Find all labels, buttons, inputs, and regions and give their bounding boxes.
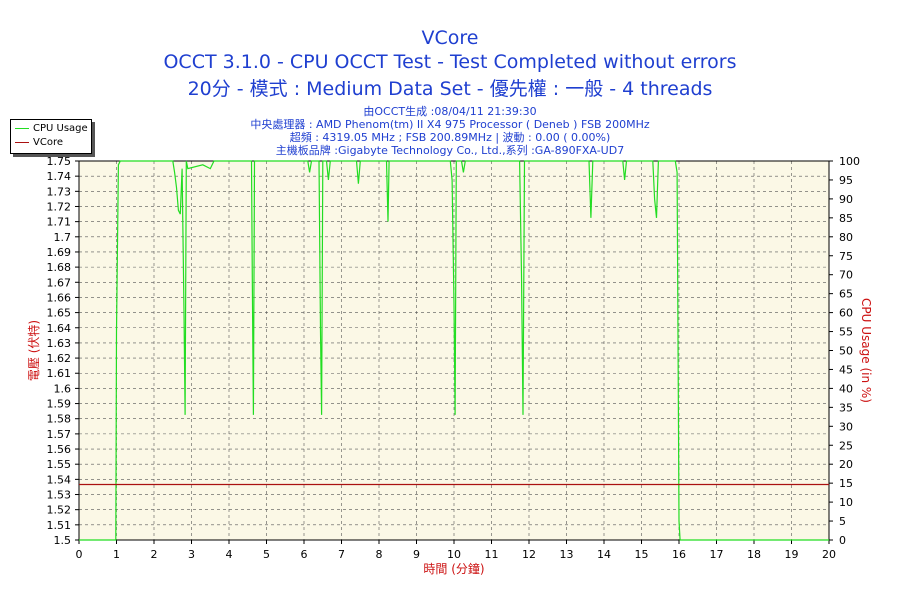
y-right-tick-label: 40 <box>839 382 853 395</box>
x-tick-label: 14 <box>597 548 611 561</box>
x-tick-label: 5 <box>263 548 270 561</box>
x-tick-label: 13 <box>560 548 574 561</box>
y-right-tick-label: 15 <box>839 477 853 490</box>
y-left-tick-label: 1.51 <box>47 519 72 532</box>
y-right-tick-label: 65 <box>839 288 853 301</box>
y-right-tick-label: 55 <box>839 326 853 339</box>
y-left-tick-label: 1.68 <box>47 261 72 274</box>
y-right-tick-label: 75 <box>839 250 853 263</box>
x-tick-label: 6 <box>301 548 308 561</box>
x-tick-label: 1 <box>113 548 120 561</box>
y-right-tick-label: 0 <box>839 534 846 547</box>
x-tick-label: 11 <box>485 548 499 561</box>
plot-frame <box>78 160 830 541</box>
y-right-tick-label: 35 <box>839 401 853 414</box>
y-right-tick-label: 10 <box>839 496 853 509</box>
y-left-tick-label: 1.6 <box>54 382 72 395</box>
legend-swatch-cpu-usage <box>15 127 29 129</box>
x-tick-label: 18 <box>747 548 761 561</box>
y-right-tick-label: 50 <box>839 345 853 358</box>
x-tick-label: 12 <box>522 548 536 561</box>
test-mode-line: 20分 - 模式 : Medium Data Set - 優先權 : 一般 - … <box>187 78 713 100</box>
y-left-tick-label: 1.74 <box>47 170 72 183</box>
x-tick-label: 10 <box>447 548 461 561</box>
legend-label-vcore: VCore <box>33 137 63 148</box>
x-tick-label: 19 <box>785 548 799 561</box>
legend-label-cpu-usage: CPU Usage <box>33 123 88 134</box>
y-left-tick-label: 1.64 <box>47 322 72 335</box>
y-left-tick-label: 1.61 <box>47 367 72 380</box>
chart-title: VCore <box>421 27 479 49</box>
y-left-tick-label: 1.65 <box>47 307 72 320</box>
chart-subtitle: OCCT 3.1.0 - CPU OCCT Test - Test Comple… <box>163 51 737 73</box>
chart-legend: CPU Usage VCore <box>10 119 92 154</box>
y-left-tick-label: 1.67 <box>47 276 72 289</box>
y-right-tick-label: 45 <box>839 363 853 376</box>
y-right-tick-label: 90 <box>839 193 853 206</box>
y-left-tick-label: 1.73 <box>47 185 72 198</box>
x-tick-label: 20 <box>822 548 836 561</box>
y-left-tick-label: 1.7 <box>54 231 72 244</box>
y-right-tick-label: 70 <box>839 269 853 282</box>
info-line-motherboard: 主機板品牌 :Gigabyte Technology Co., Ltd.,系列 … <box>275 144 625 157</box>
y-left-tick-label: 1.71 <box>47 216 72 229</box>
y-left-tick-label: 1.66 <box>47 291 72 304</box>
y-left-tick-label: 1.62 <box>47 352 72 365</box>
info-line-clock: 超頻 : 4319.05 MHz ; FSB 200.89MHz | 波動 : … <box>289 131 611 144</box>
y-right-tick-label: 85 <box>839 212 853 225</box>
y-left-tick-label: 1.5 <box>54 534 72 547</box>
x-axis-label: 時間 (分鐘) <box>423 561 484 576</box>
x-tick-label: 4 <box>226 548 233 561</box>
x-tick-label: 17 <box>710 548 724 561</box>
x-tick-label: 9 <box>413 548 420 561</box>
y-left-tick-label: 1.56 <box>47 443 72 456</box>
y-right-tick-label: 100 <box>839 155 860 168</box>
x-tick-label: 16 <box>672 548 686 561</box>
y-right-tick-label: 80 <box>839 231 853 244</box>
y-left-tick-label: 1.54 <box>47 473 72 486</box>
y-right-tick-label: 5 <box>839 515 846 528</box>
y-left-axis-label: 電壓 (伏特) <box>26 320 41 381</box>
x-tick-label: 15 <box>635 548 649 561</box>
y-left-tick-label: 1.58 <box>47 413 72 426</box>
series-line-cpu-usage <box>79 160 829 541</box>
y-left-tick-label: 1.72 <box>47 200 72 213</box>
y-left-tick-label: 1.69 <box>47 246 72 259</box>
y-left-tick-label: 1.57 <box>47 428 72 441</box>
y-left-tick-label: 1.52 <box>47 504 72 517</box>
y-left-tick-label: 1.63 <box>47 337 72 350</box>
x-tick-label: 3 <box>188 548 195 561</box>
x-tick-label: 7 <box>338 548 345 561</box>
y-right-tick-label: 25 <box>839 439 853 452</box>
y-right-axis-label: CPU Usage (in %) <box>859 298 873 403</box>
y-right-tick-label: 30 <box>839 420 853 433</box>
y-left-tick-label: 1.53 <box>47 489 72 502</box>
y-left-tick-label: 1.55 <box>47 458 72 471</box>
info-line-generated: 由OCCT生成 :08/04/11 21:39:30 <box>363 105 537 118</box>
x-tick-label: 8 <box>376 548 383 561</box>
x-tick-label: 0 <box>76 548 83 561</box>
y-right-tick-label: 95 <box>839 174 853 187</box>
y-right-tick-label: 60 <box>839 307 853 320</box>
legend-swatch-vcore <box>15 141 29 143</box>
info-line-cpu: 中央處理器 : AMD Phenom(tm) II X4 975 Process… <box>250 118 650 131</box>
y-right-tick-label: 20 <box>839 458 853 471</box>
legend-item-cpu-usage: CPU Usage <box>15 123 88 135</box>
y-left-tick-label: 1.59 <box>47 398 72 411</box>
y-left-tick-label: 1.75 <box>47 155 72 168</box>
legend-item-vcore: VCore <box>15 137 63 149</box>
x-tick-label: 2 <box>151 548 158 561</box>
